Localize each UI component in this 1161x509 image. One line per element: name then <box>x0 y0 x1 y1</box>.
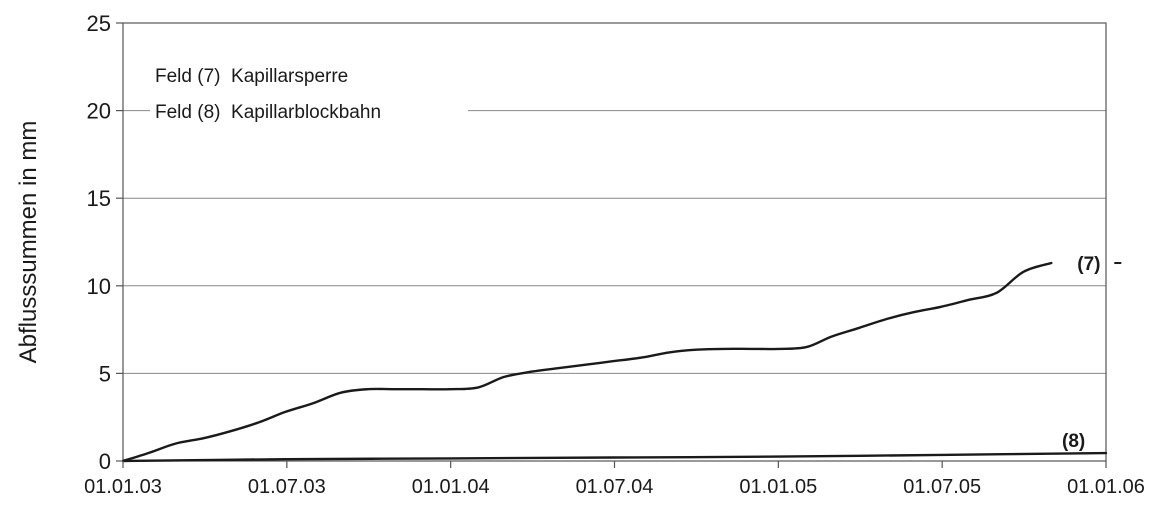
x-tick-label: 01.01.04 <box>412 476 490 498</box>
x-tick-label: 01.07.05 <box>903 476 981 498</box>
series-layer: (7) (8) <box>121 254 1122 463</box>
x-axis-ticks: 01.01.03 01.07.03 01.01.04 01.07.04 01.01.05… <box>84 461 1145 498</box>
legend-entry-7: Feld (7) Kapillarsperre <box>155 66 348 87</box>
x-tick-label: 01.07.03 <box>248 476 326 498</box>
series-line-1 <box>121 451 1108 463</box>
x-tick-label: 01.01.06 <box>1067 476 1145 498</box>
y-axis-label: Abflusssummen in mm <box>15 121 42 364</box>
series-label-1: (8) <box>1062 431 1085 452</box>
x-tick-label: 01.01.05 <box>739 476 817 498</box>
y-axis-ticks: 0 5 10 15 20 25 <box>87 11 123 474</box>
y-tick-label: 20 <box>87 99 111 124</box>
y-tick-label: 5 <box>99 361 111 386</box>
legend-entry-8: Feld (8) Kapillarblockbahn <box>155 102 381 123</box>
grid-lines <box>123 110 1106 374</box>
x-tick-label: 01.01.03 <box>84 476 162 498</box>
y-tick-label: 15 <box>87 186 111 211</box>
y-tick-label: 25 <box>87 11 111 36</box>
plot-area-frame <box>122 22 1107 462</box>
legend-background <box>150 98 468 126</box>
legend: Feld (7) Kapillarsperre Feld (8) Kapilla… <box>150 66 468 126</box>
y-tick-label: 10 <box>87 274 111 299</box>
series-line-0 <box>121 261 1053 463</box>
series-label-0: (7) <box>1077 254 1100 275</box>
y-tick-label: 0 <box>99 449 111 474</box>
x-tick-label: 01.07.04 <box>576 476 654 498</box>
